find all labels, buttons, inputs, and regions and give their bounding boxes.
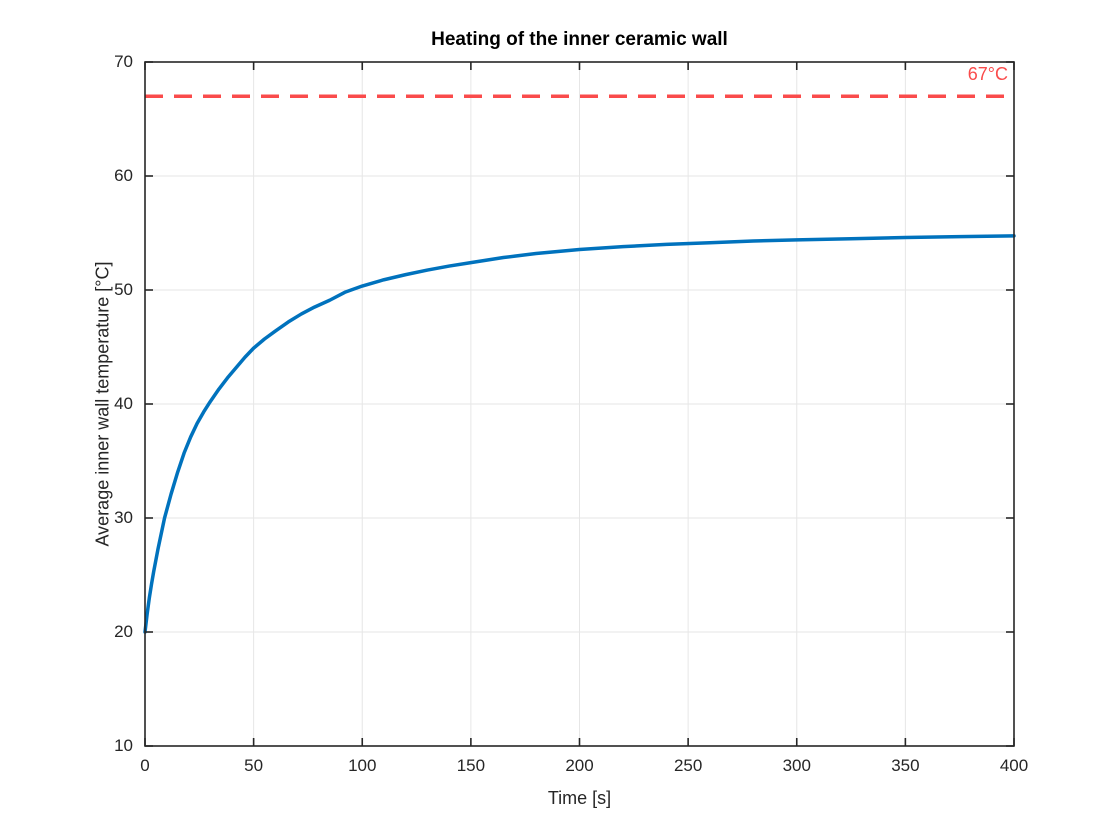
threshold-annotation: 67°C (967, 64, 1008, 84)
x-tick-label: 200 (565, 756, 594, 775)
x-tick-label: 350 (891, 756, 920, 775)
y-tick-label: 50 (114, 280, 133, 299)
x-axis-label: Time [s] (547, 788, 612, 808)
y-tick-label: 60 (114, 166, 133, 185)
x-tick-label: 0 (140, 756, 150, 775)
y-tick-label: 40 (114, 394, 133, 413)
x-tick-label: 100 (348, 756, 377, 775)
y-tick-label: 70 (114, 52, 133, 71)
y-tick-label: 20 (114, 622, 133, 641)
y-axis-label: Average inner wall temperature [°C] (92, 261, 113, 547)
y-tick-label: 10 (114, 736, 133, 755)
y-tick-label: 30 (114, 508, 133, 527)
x-tick-label: 300 (782, 756, 811, 775)
x-tick-label: 50 (244, 756, 264, 775)
x-tick-label: 250 (673, 756, 703, 775)
x-tick-label: 150 (456, 756, 486, 775)
x-tick-label: 400 (999, 756, 1029, 775)
series-inner-wall-temperature (143, 234, 1016, 634)
chart-title: Heating of the inner ceramic wall (431, 29, 728, 50)
